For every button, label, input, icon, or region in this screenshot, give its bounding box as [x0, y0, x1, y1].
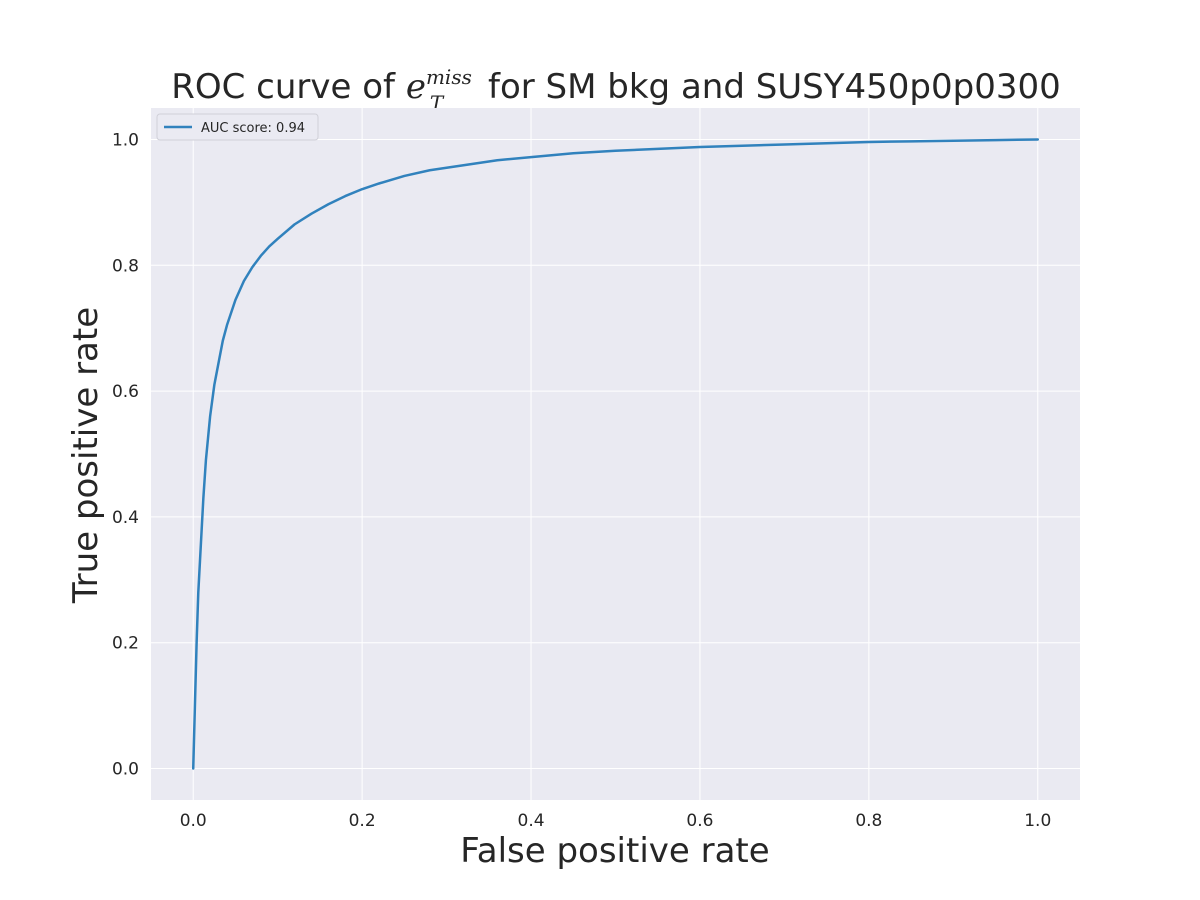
plot-area [151, 108, 1080, 800]
roc-series-line [191, 138, 1040, 770]
grid-lines [151, 108, 1080, 800]
title-math-base: e [406, 67, 426, 107]
x-tick-label: 0.4 [518, 811, 545, 831]
legend-label: AUC score: 0.94 [201, 121, 305, 136]
y-tick-label: 0.0 [112, 760, 139, 780]
y-tick-label: 0.6 [112, 382, 139, 402]
y-axis-label: True positive rate [66, 307, 106, 604]
y-tick-label: 0.4 [112, 508, 139, 528]
title-suffix: for SM bkg and SUSY450p0p0300 [477, 67, 1061, 107]
x-tick-label: 1.0 [1024, 811, 1051, 831]
title-math-sup: miss [426, 65, 472, 89]
y-tick-label: 1.0 [112, 130, 139, 150]
x-tick-label: 0.8 [855, 811, 882, 831]
y-tick-label: 0.8 [112, 256, 139, 276]
chart-title: ROC curve of emiss T for SM bkg and SUSY4… [171, 65, 1061, 115]
y-tick-label: 0.2 [112, 634, 139, 654]
x-axis-label: False positive rate [460, 831, 769, 871]
series-layer [191, 138, 1040, 770]
x-tick-label: 0.6 [686, 811, 713, 831]
x-tick-labels: 0.0 0.2 0.4 0.6 0.8 1.0 [180, 811, 1052, 831]
legend: AUC score: 0.94 [156, 113, 319, 141]
legend-box [156, 113, 319, 141]
x-tick-label: 0.0 [180, 811, 207, 831]
title-prefix: ROC curve of [171, 67, 406, 107]
x-tick-label: 0.2 [349, 811, 376, 831]
y-tick-labels: 0.0 0.2 0.4 0.6 0.8 1.0 [112, 130, 139, 779]
